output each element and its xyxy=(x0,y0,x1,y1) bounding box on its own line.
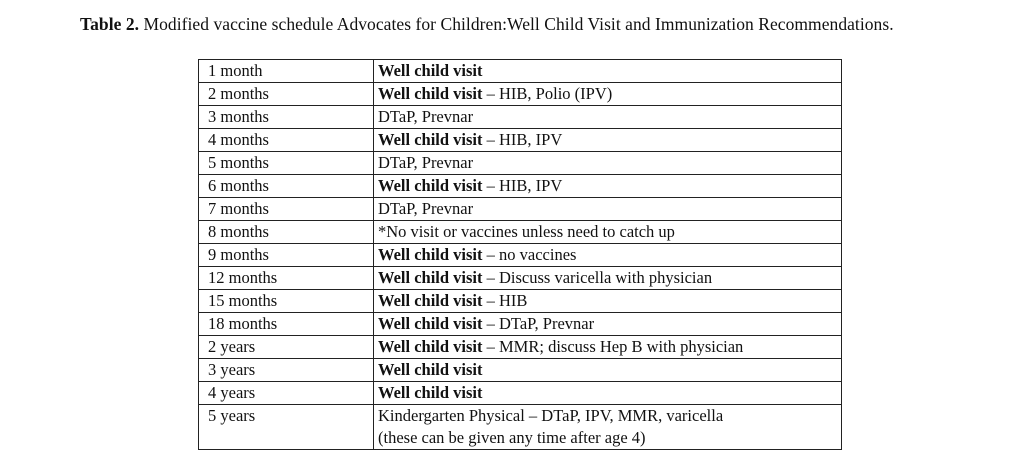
recommendation-details: – HIB, IPV xyxy=(482,176,563,195)
table-row: 15 months Well child visit – HIB xyxy=(198,289,842,313)
table-row: 5 months DTaP, Prevnar xyxy=(198,151,842,175)
well-child-visit-label: Well child visit xyxy=(378,383,483,402)
age-cell: 5 months xyxy=(198,151,374,175)
recommendation-cell: Well child visit – MMR; discuss Hep B wi… xyxy=(373,335,842,359)
recommendation-cell: Well child visit xyxy=(373,358,842,382)
table-row: 5 years Kindergarten Physical – DTaP, IP… xyxy=(198,404,842,450)
recommendation-cell: Well child visit xyxy=(373,381,842,405)
table-caption-label: Table 2. xyxy=(80,14,140,34)
recommendation-cell: Well child visit – DTaP, Prevnar xyxy=(373,312,842,336)
age-cell: 12 months xyxy=(198,266,374,290)
recommendation-cell: Well child visit – HIB xyxy=(373,289,842,313)
age-cell: 4 years xyxy=(198,381,374,405)
recommendation-cell: DTaP, Prevnar xyxy=(373,151,842,175)
age-cell: 7 months xyxy=(198,197,374,221)
age-cell: 8 months xyxy=(198,220,374,244)
age-cell: 2 years xyxy=(198,335,374,359)
recommendation-details: – DTaP, Prevnar xyxy=(482,314,595,333)
table-row: 12 months Well child visit – Discuss var… xyxy=(198,266,842,290)
age-cell: 6 months xyxy=(198,174,374,198)
well-child-visit-label: Well child visit xyxy=(378,245,483,264)
table-caption: Table 2. Modified vaccine schedule Advoc… xyxy=(80,14,894,35)
age-cell: 3 years xyxy=(198,358,374,382)
table-row: 3 years Well child visit xyxy=(198,358,842,382)
recommendation-cell: DTaP, Prevnar xyxy=(373,105,842,129)
well-child-visit-label: Well child visit xyxy=(378,130,483,149)
recommendation-cell: *No visit or vaccines unless need to cat… xyxy=(373,220,842,244)
recommendation-cell: Well child visit – Discuss varicella wit… xyxy=(373,266,842,290)
table-row: 1 month Well child visit xyxy=(198,59,842,83)
recommendation-cell: Well child visit – HIB, IPV xyxy=(373,128,842,152)
table-row: 4 months Well child visit – HIB, IPV xyxy=(198,128,842,152)
table-row: 8 months *No visit or vaccines unless ne… xyxy=(198,220,842,244)
recommendation-details: DTaP, Prevnar xyxy=(378,153,474,172)
recommendation-cell: Well child visit – no vaccines xyxy=(373,243,842,267)
well-child-visit-label: Well child visit xyxy=(378,176,483,195)
table-row: 2 years Well child visit – MMR; discuss … xyxy=(198,335,842,359)
table-row: 18 months Well child visit – DTaP, Prevn… xyxy=(198,312,842,336)
recommendation-cell: Kindergarten Physical – DTaP, IPV, MMR, … xyxy=(373,404,842,450)
well-child-visit-label: Well child visit xyxy=(378,360,483,379)
well-child-visit-label: Well child visit xyxy=(378,268,483,287)
recommendation-cell: Well child visit xyxy=(373,59,842,83)
recommendation-details: DTaP, Prevnar xyxy=(378,107,474,126)
recommendation-details-note: (these can be given any time after age 4… xyxy=(378,428,646,447)
age-cell: 9 months xyxy=(198,243,374,267)
recommendation-details: *No visit or vaccines unless need to cat… xyxy=(378,222,675,241)
age-cell: 4 months xyxy=(198,128,374,152)
table-row: 4 years Well child visit xyxy=(198,381,842,405)
age-cell: 3 months xyxy=(198,105,374,129)
recommendation-details: Kindergarten Physical – DTaP, IPV, MMR, … xyxy=(378,406,724,425)
age-cell: 15 months xyxy=(198,289,374,313)
age-cell: 2 months xyxy=(198,82,374,106)
well-child-visit-label: Well child visit xyxy=(378,61,483,80)
recommendation-details: – HIB xyxy=(482,291,528,310)
recommendation-cell: Well child visit – HIB, Polio (IPV) xyxy=(373,82,842,106)
age-cell: 18 months xyxy=(198,312,374,336)
recommendation-cell: Well child visit – HIB, IPV xyxy=(373,174,842,198)
recommendation-details: – HIB, Polio (IPV) xyxy=(482,84,613,103)
age-cell: 5 years xyxy=(198,404,374,450)
age-cell: 1 month xyxy=(198,59,374,83)
table-row: 2 months Well child visit – HIB, Polio (… xyxy=(198,82,842,106)
recommendation-details: – MMR; discuss Hep B with physician xyxy=(482,337,744,356)
table-row: 6 months Well child visit – HIB, IPV xyxy=(198,174,842,198)
well-child-visit-label: Well child visit xyxy=(378,337,483,356)
well-child-visit-label: Well child visit xyxy=(378,314,483,333)
table-caption-text: Modified vaccine schedule Advocates for … xyxy=(143,14,894,34)
table-row: 7 months DTaP, Prevnar xyxy=(198,197,842,221)
vaccine-schedule-table: 1 month Well child visit 2 months Well c… xyxy=(198,59,842,450)
recommendation-details: DTaP, Prevnar xyxy=(378,199,474,218)
table-row: 9 months Well child visit – no vaccines xyxy=(198,243,842,267)
table-row: 3 months DTaP, Prevnar xyxy=(198,105,842,129)
recommendation-details: – HIB, IPV xyxy=(482,130,563,149)
recommendation-cell: DTaP, Prevnar xyxy=(373,197,842,221)
recommendation-details: – no vaccines xyxy=(482,245,577,264)
well-child-visit-label: Well child visit xyxy=(378,291,483,310)
well-child-visit-label: Well child visit xyxy=(378,84,483,103)
recommendation-details: – Discuss varicella with physician xyxy=(482,268,713,287)
